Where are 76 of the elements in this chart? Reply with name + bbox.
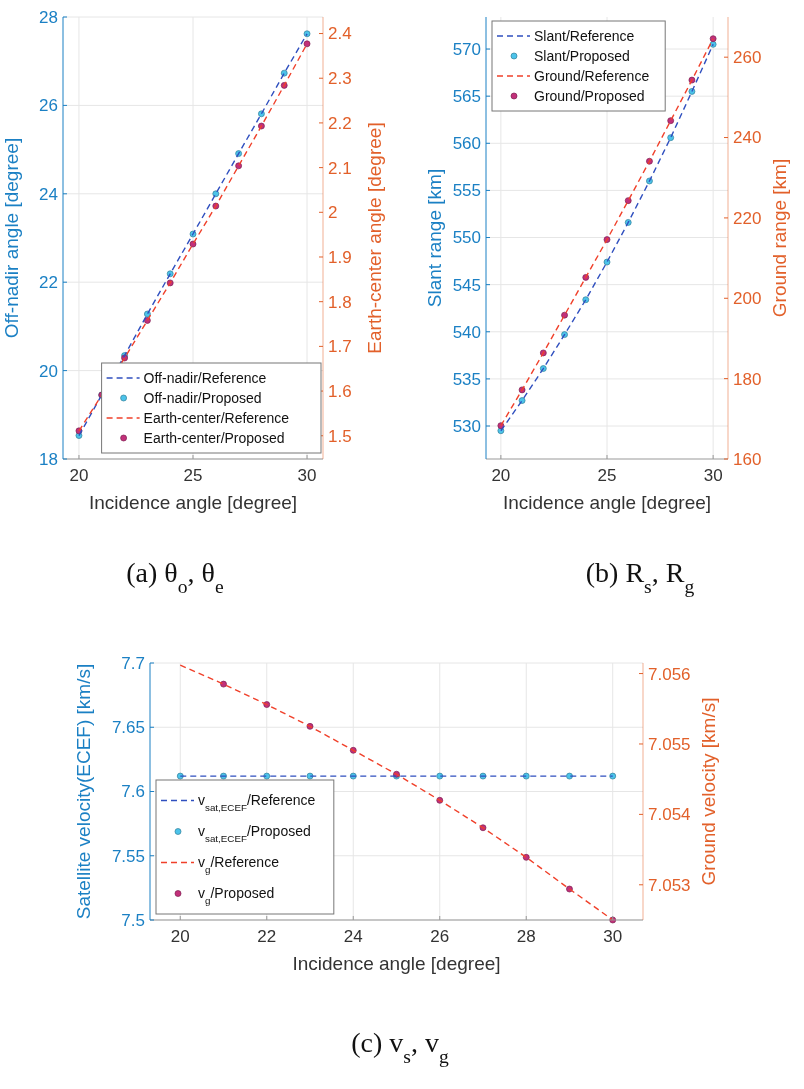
y-tick-label: 545	[452, 275, 481, 295]
legend-label: v$_{sat,ECEF}$/Proposed	[198, 823, 311, 844]
legend-label: Ground/Reference	[534, 67, 650, 84]
y-tick-label: 24	[39, 184, 58, 204]
y2-tick-label: 7.053	[648, 875, 691, 895]
y2-tick-label: 260	[733, 48, 762, 68]
y2-tick-label: 2.3	[328, 69, 352, 89]
text: (b) R$_{s}$, R$_{g}$	[585, 557, 695, 597]
y2-tick-label: 240	[733, 128, 762, 148]
y-tick-label: 565	[452, 87, 481, 107]
y-tick-label: 7.5	[121, 910, 145, 930]
y-tick-label: 26	[39, 96, 58, 116]
y-tick-label: 22	[39, 273, 58, 293]
legend-label: Slant/Reference	[534, 27, 635, 44]
text: (c) v$_{s}$, v$_{g}$	[351, 1027, 449, 1067]
x-tick-label: 20	[69, 466, 89, 485]
legend-label: Off-nadir/Proposed	[143, 389, 262, 406]
x-tick-label: 26	[430, 927, 450, 946]
y-tick-label: 28	[39, 7, 58, 27]
y-tick-label: 535	[452, 369, 481, 389]
y-axis-title: Satellite velocity(ECEF) [km/s]	[73, 663, 94, 920]
y2-tick-label: 160	[733, 449, 762, 469]
x-tick-label: 24	[343, 927, 363, 946]
x-axis-title: Incidence angle [degree]	[502, 492, 712, 513]
y-tick-label: 560	[452, 134, 481, 154]
y2-tick-label: 7.055	[648, 734, 691, 754]
y2-tick-label: 7.054	[648, 805, 691, 825]
y2-tick-label: 1.9	[328, 247, 352, 267]
y2-tick-label: 220	[733, 208, 762, 228]
legend-label: Slant/Proposed	[534, 47, 630, 64]
y2-tick-label: 2.1	[328, 158, 352, 178]
y2-tick-label: 1.6	[328, 382, 352, 402]
x-tick-label: 28	[516, 927, 536, 946]
x-tick-label: 20	[491, 466, 511, 485]
legend-label: Off-nadir/Reference	[143, 369, 267, 386]
y-tick-label: 18	[39, 449, 58, 469]
y-tick-label: 530	[452, 416, 481, 436]
y-tick-label: 7.6	[121, 782, 145, 802]
y2-tick-label: 200	[733, 289, 762, 309]
x-tick-label: 20	[170, 927, 190, 946]
x-tick-label: 30	[603, 927, 623, 946]
y2-tick-label: 2.4	[328, 24, 352, 44]
x-axis-title: Incidence angle [degree]	[88, 492, 298, 513]
y2-tick-label: 180	[733, 369, 762, 389]
y-tick-label: 7.65	[111, 718, 145, 738]
y-tick-label: 540	[452, 322, 481, 342]
x-tick-label: 22	[257, 927, 277, 946]
y2-axis-title: Ground range [km]	[769, 158, 790, 318]
y-tick-label: 550	[452, 228, 481, 248]
x-tick-label: 30	[703, 466, 723, 485]
y2-axis-title: Earth-center angle [degree]	[364, 122, 385, 354]
x-axis-title: Incidence angle [degree]	[292, 953, 501, 974]
y-tick-label: 20	[39, 361, 58, 381]
y2-tick-label: 1.5	[328, 426, 352, 446]
y-tick-label: 7.7	[121, 653, 145, 673]
x-tick-label: 25	[597, 466, 617, 485]
text: (a) θ$_{o}$, θ$_{e}$	[126, 557, 225, 597]
y-axis-title: Slant range [km]	[424, 168, 445, 308]
legend-label: v$_{sat,ECEF}$/Reference	[198, 792, 316, 813]
y2-tick-label: 2	[328, 203, 338, 223]
y-tick-label: 555	[452, 181, 481, 201]
y-tick-label: 570	[452, 39, 481, 59]
legend-label: v$_{g}$/Proposed	[198, 885, 275, 906]
x-tick-label: 25	[183, 466, 203, 485]
y-tick-label: 7.55	[111, 846, 145, 866]
legend-label: Ground/Proposed	[534, 87, 645, 104]
x-tick-label: 30	[297, 466, 317, 485]
y-axis-title: Off-nadir angle [degree]	[1, 137, 22, 339]
y2-tick-label: 1.7	[328, 337, 352, 357]
legend-label: Earth-center/Reference	[143, 409, 290, 426]
y2-tick-label: 7.056	[648, 664, 691, 684]
y2-tick-label: 1.8	[328, 292, 352, 312]
y2-axis-title: Ground velocity [km/s]	[698, 697, 719, 886]
legend-label: v$_{g}$/Reference	[198, 854, 280, 875]
y2-tick-label: 2.2	[328, 113, 352, 133]
legend-label: Earth-center/Proposed	[143, 429, 285, 446]
